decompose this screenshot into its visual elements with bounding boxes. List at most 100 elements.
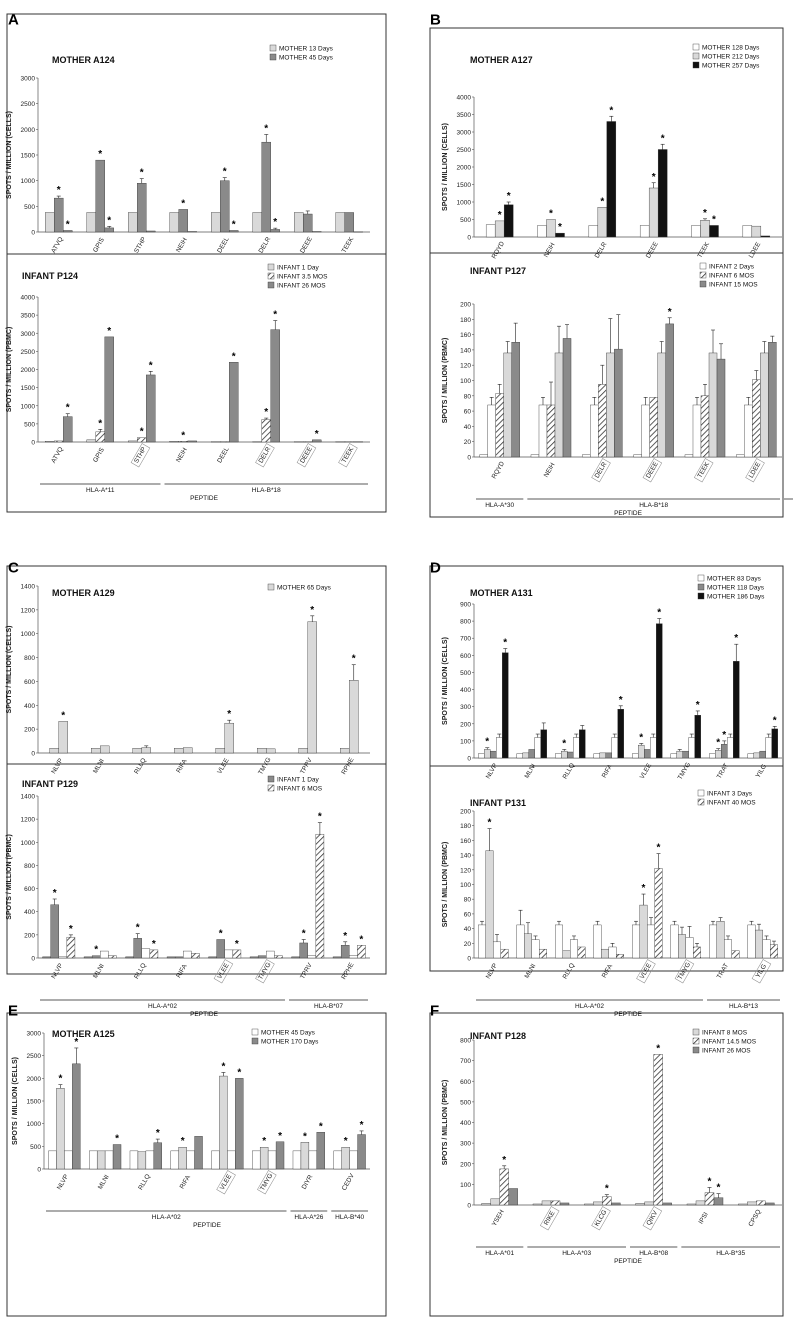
- bar: [344, 212, 354, 233]
- bar: [760, 352, 769, 458]
- y-tick-label: 200: [460, 721, 471, 728]
- bar: [299, 942, 308, 959]
- legend-label: MOTHER 118 Days: [707, 585, 765, 592]
- significance-star: *: [708, 1176, 712, 1187]
- y-tick-label: 3000: [27, 1031, 42, 1038]
- bar: [340, 748, 350, 754]
- bar: [481, 1203, 491, 1206]
- hla-group-label: HLA-B*08: [639, 1250, 668, 1257]
- hla-group-label: HLA-B*18: [639, 502, 668, 509]
- bar: [662, 1202, 672, 1206]
- bar: [91, 955, 101, 959]
- panel-letter-C: C: [8, 559, 19, 576]
- bar: [559, 1202, 570, 1206]
- x-tick-box: [642, 1206, 663, 1231]
- bar: [582, 454, 591, 458]
- y-tick-label: 500: [24, 421, 35, 428]
- bar: [211, 212, 221, 233]
- bar: [129, 1150, 139, 1170]
- significance-star: *: [485, 737, 489, 748]
- bar: [229, 230, 239, 233]
- chart-A1: MOTHER A124 SPOTS / MILLION (CELLS) 0 500 10…: [6, 44, 370, 255]
- bar: [270, 329, 280, 443]
- y-tick-label: 0: [467, 235, 471, 242]
- bar: [531, 939, 540, 959]
- significance-star: *: [227, 709, 231, 720]
- bar: [132, 748, 142, 754]
- bar: [537, 225, 547, 238]
- legend-swatch: [267, 272, 275, 280]
- peptide-label: PEPTIDE: [190, 1011, 218, 1018]
- x-tick-label: RLLQ: [137, 1173, 152, 1191]
- y-tick-label: 700: [460, 1058, 471, 1065]
- y-tick-label: 1500: [457, 182, 472, 189]
- legend-label: MOTHER 13 Days: [279, 46, 334, 53]
- chart-title: MOTHER A125: [52, 1029, 115, 1039]
- y-tick-label: 400: [24, 909, 35, 916]
- significance-star: *: [642, 883, 646, 894]
- legend-swatch: [692, 1046, 700, 1054]
- bar: [357, 1134, 366, 1170]
- x-tick-label: VLEE: [216, 757, 231, 775]
- bar: [485, 224, 496, 238]
- x-tick-label: NLVP: [50, 962, 64, 980]
- chart-title: MOTHER A124: [52, 55, 115, 65]
- bar: [562, 950, 571, 959]
- significance-star: *: [318, 812, 322, 823]
- legend-label: MOTHER 257 Days: [702, 63, 760, 70]
- bar: [522, 752, 529, 759]
- y-tick-label: 80: [464, 393, 472, 400]
- bar: [704, 1192, 715, 1206]
- significance-star: *: [310, 605, 314, 616]
- y-tick-label: 60: [464, 911, 472, 918]
- bar: [341, 1147, 350, 1170]
- bar: [731, 950, 740, 959]
- bar: [601, 948, 609, 959]
- bar: [270, 229, 280, 233]
- y-axis-label: SPOTS / MILLION (PBMC): [442, 842, 449, 928]
- x-tick-box: [636, 959, 656, 984]
- y-tick-label: 2000: [21, 127, 36, 134]
- legend-label: MOTHER 45 Days: [279, 55, 334, 62]
- bar: [567, 751, 574, 759]
- bar: [42, 956, 51, 959]
- y-tick-label: 2500: [27, 1053, 42, 1060]
- x-tick-box: [591, 458, 611, 483]
- bar: [561, 750, 568, 759]
- bar: [700, 395, 710, 458]
- bar: [479, 454, 488, 458]
- bar: [700, 219, 710, 238]
- x-tick-box: [216, 1170, 236, 1195]
- y-tick-label: 600: [460, 1079, 471, 1086]
- legend-label: INFANT 2 Days: [709, 264, 755, 271]
- x-tick-label: IPSI: [698, 1211, 710, 1225]
- bar: [540, 729, 547, 759]
- bar: [499, 1168, 509, 1206]
- x-tick-label: DELR: [258, 236, 273, 255]
- legend-label: INFANT 14.5 MOS: [702, 1039, 757, 1046]
- bar: [303, 213, 313, 233]
- y-tick-label: 800: [24, 863, 35, 870]
- bar: [169, 212, 179, 233]
- bar: [747, 753, 754, 759]
- bar: [91, 748, 101, 754]
- y-tick-label: 2000: [27, 1076, 42, 1083]
- bar: [257, 955, 267, 959]
- bar: [656, 623, 663, 759]
- legend-swatch: [267, 775, 275, 783]
- legend-label: MOTHER 212 Days: [702, 54, 760, 61]
- x-tick-box: [338, 443, 358, 468]
- x-tick-label: NEIH: [543, 242, 557, 259]
- bar: [353, 441, 363, 443]
- bar: [709, 924, 717, 959]
- significance-star: *: [140, 427, 144, 438]
- legend-label: INFANT 3 Days: [707, 791, 753, 798]
- y-tick-label: 1500: [27, 1099, 42, 1106]
- bar: [593, 1201, 603, 1206]
- bar: [688, 737, 695, 759]
- significance-star: *: [152, 939, 156, 950]
- bar: [125, 956, 134, 959]
- bar: [546, 219, 556, 238]
- bar: [252, 441, 262, 443]
- bar: [249, 956, 259, 959]
